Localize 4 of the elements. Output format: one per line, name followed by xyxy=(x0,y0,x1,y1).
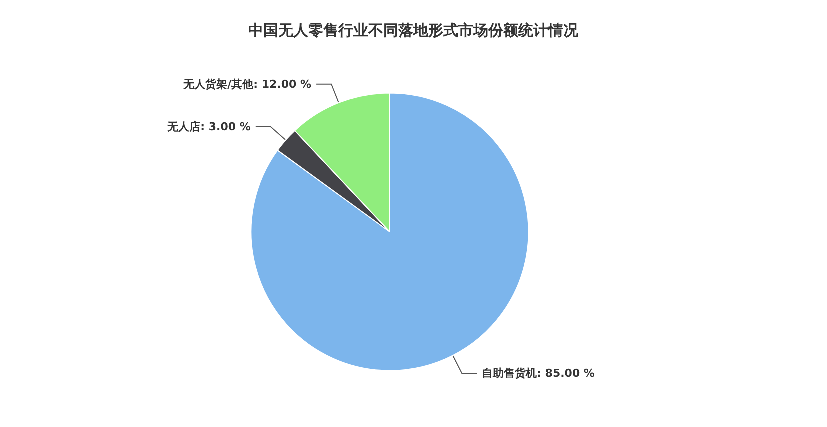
slice-label: 自助售货机: 85.00 % xyxy=(482,366,595,380)
slice-label: 无人店: 3.00 % xyxy=(166,120,251,134)
slice-label: 无人货架/其他: 12.00 % xyxy=(182,78,312,91)
chart-title: 中国无人零售行业不同落地形式市场份额统计情况 xyxy=(248,22,580,40)
